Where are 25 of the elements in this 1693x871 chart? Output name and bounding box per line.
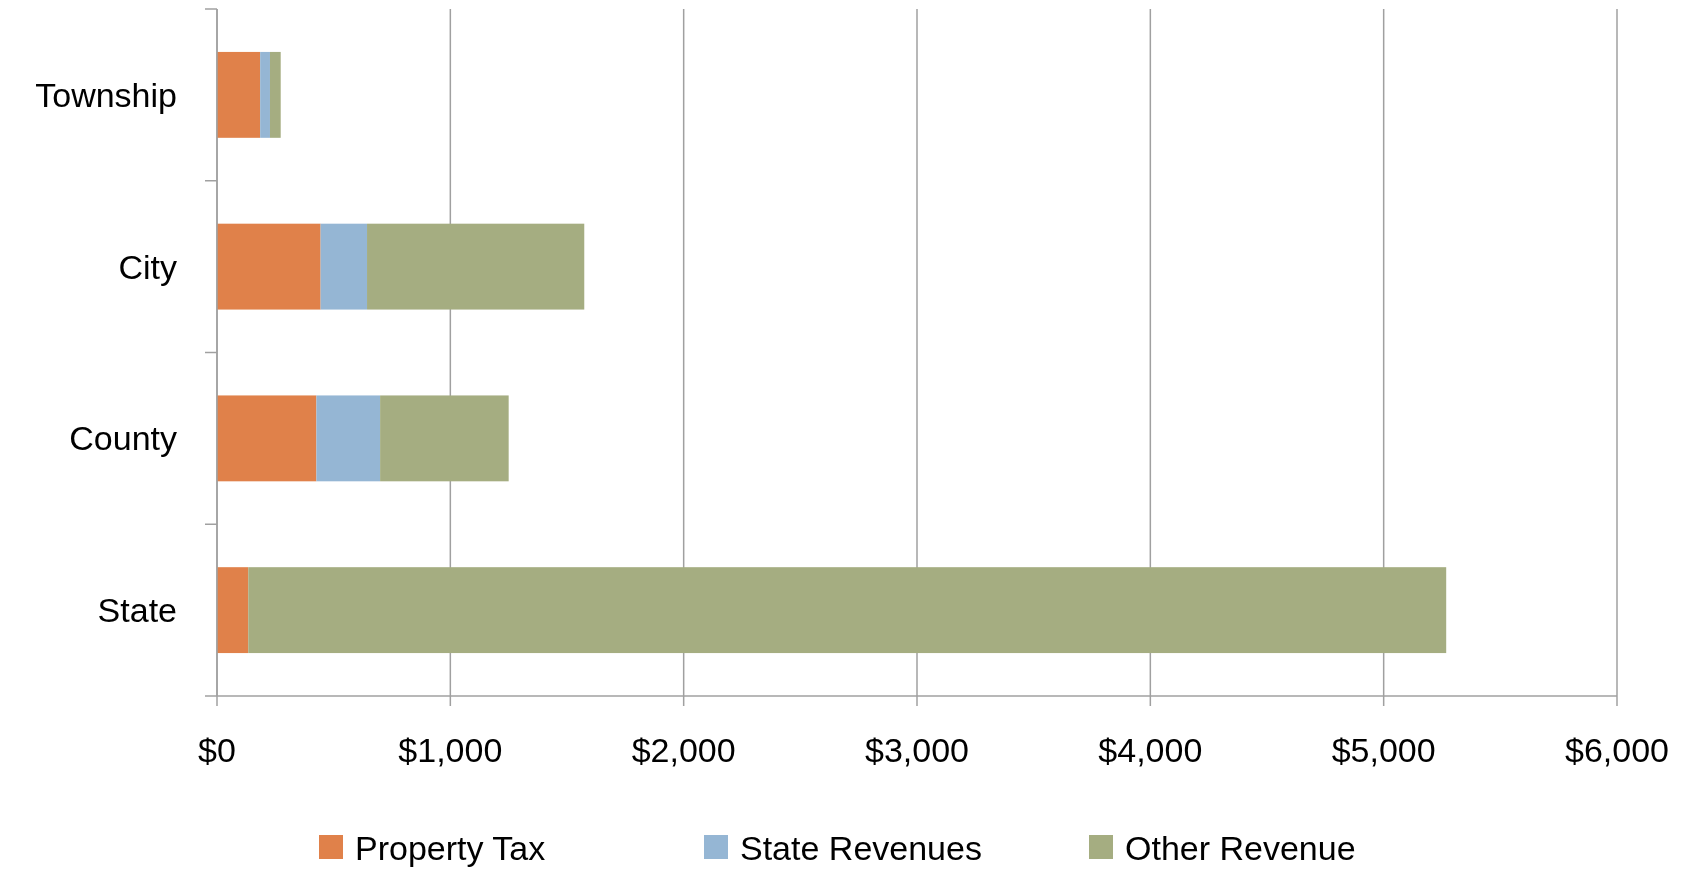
bar — [260, 51, 270, 138]
x-tick-label: $1,000 — [398, 731, 503, 769]
bar — [217, 567, 249, 654]
bar — [217, 223, 321, 310]
x-tick-label: $3,000 — [865, 731, 969, 769]
legend-label: State Revenues — [740, 829, 982, 867]
bar — [367, 223, 585, 310]
x-tick-label: $6,000 — [1565, 731, 1669, 769]
x-tick-label: $2,000 — [631, 731, 736, 769]
legend-label: Property Tax — [355, 829, 546, 867]
x-tick-label: $4,000 — [1098, 731, 1203, 769]
bar — [380, 395, 509, 482]
y-tick-label: Township — [35, 75, 177, 114]
x-tick-label: $5,000 — [1331, 731, 1436, 769]
bar — [269, 51, 281, 138]
x-tick-label: $0 — [198, 731, 236, 769]
bar — [217, 51, 261, 138]
y-tick-label: City — [118, 247, 177, 286]
y-tick-label: State — [97, 591, 177, 630]
bar — [248, 567, 1447, 654]
y-tick-label: County — [69, 419, 177, 458]
bar — [320, 223, 368, 310]
legend-label: Other Revenue — [1125, 829, 1356, 867]
bar — [316, 395, 381, 482]
bar — [217, 395, 317, 482]
